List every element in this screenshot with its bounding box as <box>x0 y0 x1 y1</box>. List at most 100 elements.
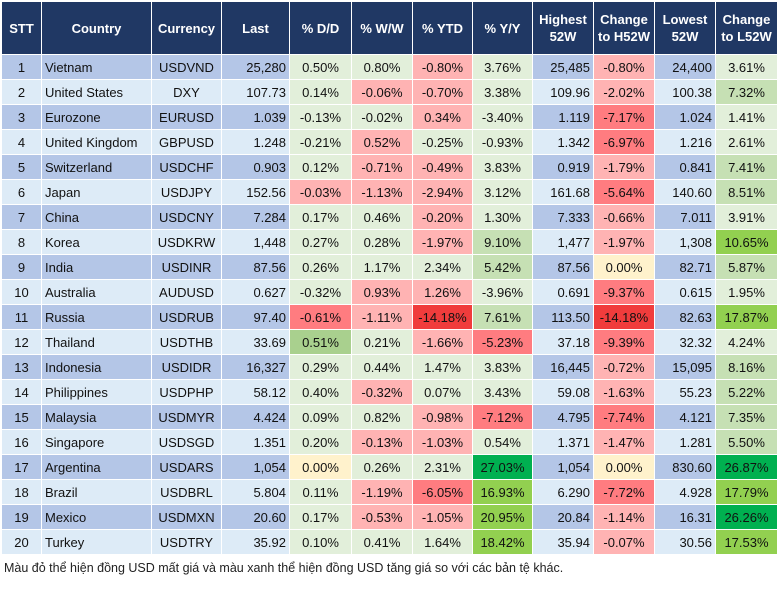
cell-pct-yy: -7.12% <box>473 405 533 430</box>
cell-pct-ww: -0.71% <box>352 155 413 180</box>
cell-lowest-52w: 4.928 <box>655 480 716 505</box>
cell-last: 1,448 <box>222 230 290 255</box>
cell-last: 20.60 <box>222 505 290 530</box>
cell-currency: USDBRL <box>152 480 222 505</box>
cell-lowest-52w: 0.615 <box>655 280 716 305</box>
cell-pct-ytd: -1.03% <box>413 430 473 455</box>
cell-change-to-h52w: -9.37% <box>594 280 655 305</box>
cell-pct-dd: 0.00% <box>290 455 352 480</box>
cell-pct-ytd: -0.25% <box>413 130 473 155</box>
cell-change-to-l52w: 7.35% <box>716 405 777 430</box>
cell-change-to-l52w: 1.41% <box>716 105 777 130</box>
cell-change-to-l52w: 17.79% <box>716 480 777 505</box>
cell-country: China <box>42 205 152 230</box>
cell-change-to-l52w: 7.41% <box>716 155 777 180</box>
cell-currency: USDMYR <box>152 405 222 430</box>
cell-change-to-h52w: -0.80% <box>594 55 655 80</box>
cell-highest-52w: 0.691 <box>533 280 594 305</box>
cell-pct-yy: 3.12% <box>473 180 533 205</box>
cell-currency: DXY <box>152 80 222 105</box>
cell-change-to-h52w: -7.72% <box>594 480 655 505</box>
cell-country: Argentina <box>42 455 152 480</box>
cell-change-to-h52w: 0.00% <box>594 455 655 480</box>
cell-last: 58.12 <box>222 380 290 405</box>
cell-highest-52w: 7.333 <box>533 205 594 230</box>
cell-change-to-h52w: -1.47% <box>594 430 655 455</box>
cell-pct-ww: -0.06% <box>352 80 413 105</box>
cell-lowest-52w: 1.281 <box>655 430 716 455</box>
cell-last: 152.56 <box>222 180 290 205</box>
cell-currency: AUDUSD <box>152 280 222 305</box>
cell-pct-dd: 0.29% <box>290 355 352 380</box>
cell-pct-dd: 0.20% <box>290 430 352 455</box>
cell-highest-52w: 1.119 <box>533 105 594 130</box>
cell-last: 7.284 <box>222 205 290 230</box>
cell-pct-ytd: -6.05% <box>413 480 473 505</box>
cell-highest-52w: 0.919 <box>533 155 594 180</box>
column-header: % Y/Y <box>473 2 533 55</box>
cell-pct-ww: 1.17% <box>352 255 413 280</box>
cell-last: 5.804 <box>222 480 290 505</box>
cell-lowest-52w: 140.60 <box>655 180 716 205</box>
cell-pct-ww: -0.13% <box>352 430 413 455</box>
cell-last: 33.69 <box>222 330 290 355</box>
cell-last: 0.903 <box>222 155 290 180</box>
cell-last: 97.40 <box>222 305 290 330</box>
cell-lowest-52w: 830.60 <box>655 455 716 480</box>
cell-pct-dd: 0.50% <box>290 55 352 80</box>
cell-pct-ww: 0.80% <box>352 55 413 80</box>
cell-stt: 7 <box>2 205 42 230</box>
cell-pct-ytd: 0.07% <box>413 380 473 405</box>
cell-country: Turkey <box>42 530 152 555</box>
cell-pct-ww: 0.44% <box>352 355 413 380</box>
cell-pct-dd: 0.17% <box>290 205 352 230</box>
cell-change-to-h52w: -1.97% <box>594 230 655 255</box>
cell-stt: 19 <box>2 505 42 530</box>
cell-pct-dd: 0.11% <box>290 480 352 505</box>
cell-change-to-h52w: -9.39% <box>594 330 655 355</box>
cell-currency: USDINR <box>152 255 222 280</box>
cell-stt: 4 <box>2 130 42 155</box>
cell-highest-52w: 20.84 <box>533 505 594 530</box>
cell-pct-yy: 1.30% <box>473 205 533 230</box>
cell-stt: 16 <box>2 430 42 455</box>
cell-change-to-l52w: 5.50% <box>716 430 777 455</box>
cell-change-to-l52w: 5.22% <box>716 380 777 405</box>
cell-pct-ww: 0.26% <box>352 455 413 480</box>
cell-currency: USDPHP <box>152 380 222 405</box>
cell-lowest-52w: 0.841 <box>655 155 716 180</box>
cell-pct-yy: 3.38% <box>473 80 533 105</box>
cell-stt: 14 <box>2 380 42 405</box>
cell-pct-ytd: -1.97% <box>413 230 473 255</box>
cell-change-to-l52w: 7.32% <box>716 80 777 105</box>
cell-highest-52w: 1.342 <box>533 130 594 155</box>
cell-pct-ww: -0.02% <box>352 105 413 130</box>
cell-pct-ytd: -0.80% <box>413 55 473 80</box>
cell-change-to-h52w: -7.17% <box>594 105 655 130</box>
cell-country: Indonesia <box>42 355 152 380</box>
cell-currency: USDMXN <box>152 505 222 530</box>
cell-change-to-l52w: 10.65% <box>716 230 777 255</box>
cell-pct-ytd: -0.70% <box>413 80 473 105</box>
cell-lowest-52w: 1,308 <box>655 230 716 255</box>
cell-stt: 9 <box>2 255 42 280</box>
cell-pct-yy: -5.23% <box>473 330 533 355</box>
column-header: Change to H52W <box>594 2 655 55</box>
cell-stt: 10 <box>2 280 42 305</box>
cell-lowest-52w: 1.024 <box>655 105 716 130</box>
cell-change-to-l52w: 2.61% <box>716 130 777 155</box>
cell-currency: USDARS <box>152 455 222 480</box>
cell-last: 1.039 <box>222 105 290 130</box>
cell-change-to-l52w: 1.95% <box>716 280 777 305</box>
cell-lowest-52w: 32.32 <box>655 330 716 355</box>
cell-pct-dd: 0.27% <box>290 230 352 255</box>
cell-lowest-52w: 7.011 <box>655 205 716 230</box>
cell-stt: 15 <box>2 405 42 430</box>
cell-highest-52w: 16,445 <box>533 355 594 380</box>
